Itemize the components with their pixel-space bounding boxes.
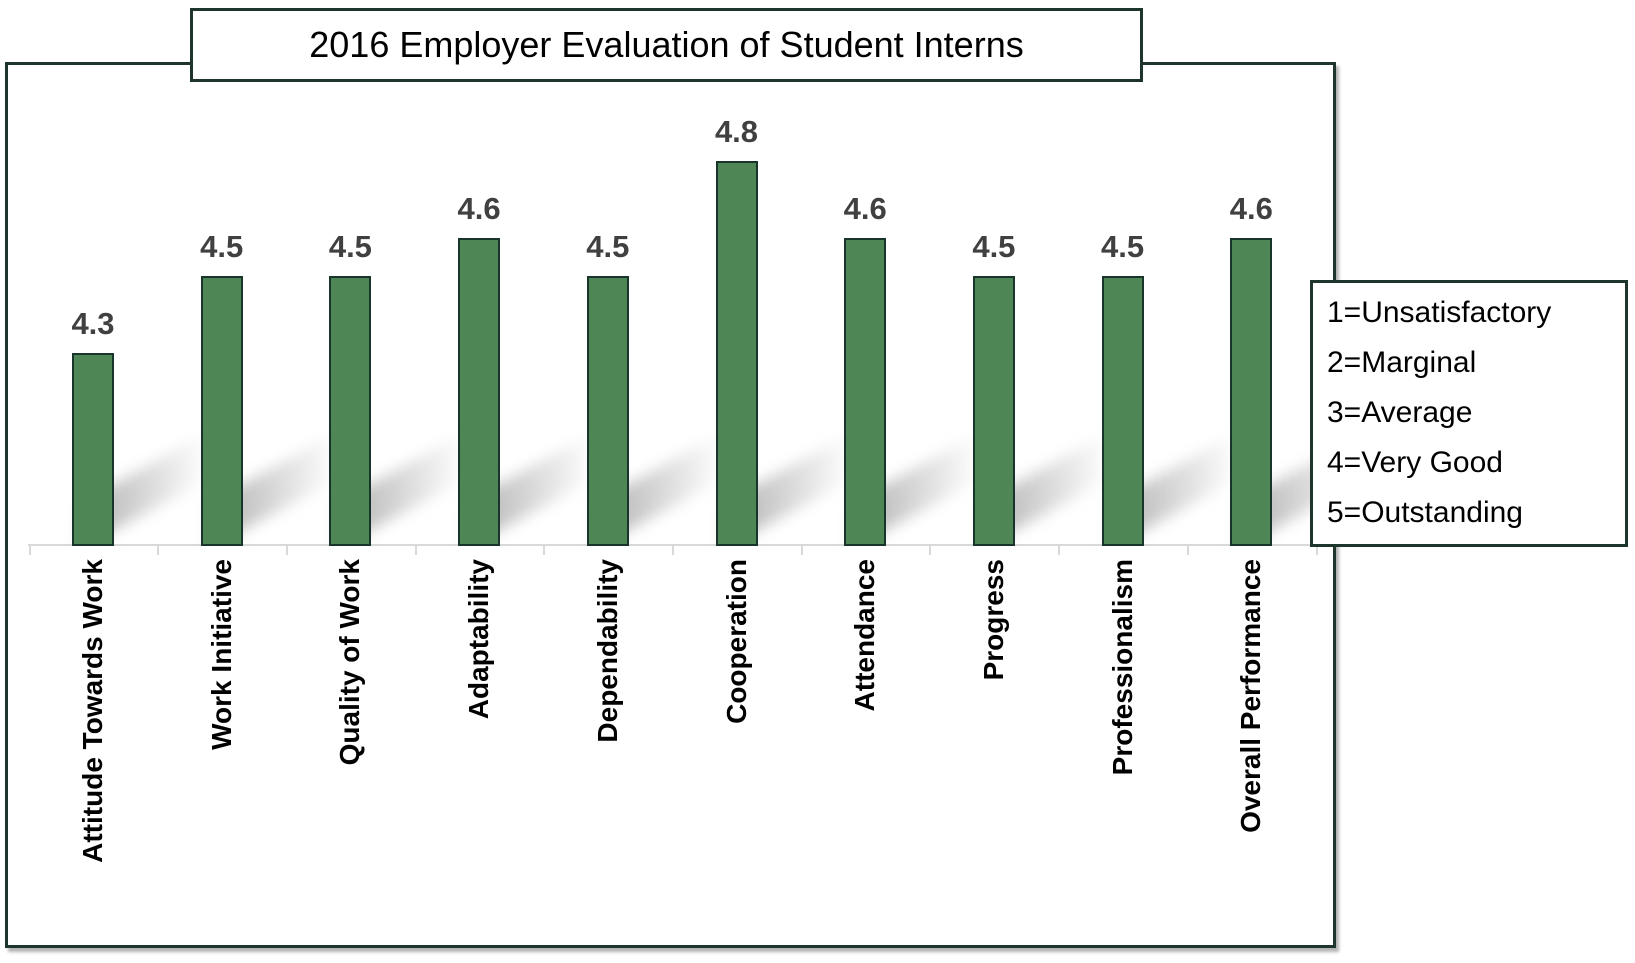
axis-tick bbox=[157, 546, 160, 555]
chart-title-box: 2016 Employer Evaluation of Student Inte… bbox=[190, 8, 1143, 82]
axis-tick bbox=[414, 546, 417, 555]
axis-tick bbox=[285, 546, 288, 555]
category-label-adaptability: Adaptability bbox=[463, 559, 495, 720]
data-label-work-initiative: 4.5 bbox=[200, 229, 244, 264]
data-label-attitude-towards-work: 4.3 bbox=[71, 306, 115, 341]
legend-item-4: 4=Very Good bbox=[1327, 446, 1503, 479]
data-label-adaptability: 4.6 bbox=[457, 191, 501, 226]
axis-tick bbox=[929, 546, 932, 555]
axis-tick bbox=[28, 546, 31, 555]
rating-scale-legend: 1=Unsatisfactory 2=Marginal 3=Average 4=Ver… bbox=[1310, 280, 1628, 547]
bar-attendance bbox=[844, 238, 887, 546]
bar-professionalism bbox=[1101, 276, 1144, 546]
legend-item-3: 3=Average bbox=[1327, 396, 1473, 429]
axis-tick bbox=[1058, 546, 1061, 555]
category-label-work-initiative: Work Initiative bbox=[205, 559, 237, 750]
axis-tick bbox=[672, 546, 674, 555]
bar-attitude-towards-work bbox=[72, 353, 114, 546]
data-label-quality-of-work: 4.5 bbox=[328, 229, 372, 264]
data-label-attendance: 4.6 bbox=[843, 191, 887, 226]
axis-tick bbox=[1186, 546, 1189, 555]
data-label-cooperation: 4.8 bbox=[714, 114, 759, 149]
plot-area: 4.3 4.5 4.5 4.6 4.5 4.8 4.6 4.5 4.5 4.6 bbox=[8, 65, 1333, 546]
category-label-overall-performance: Overall Performance bbox=[1235, 559, 1267, 833]
category-label-attendance: Attendance bbox=[849, 559, 881, 712]
category-label-professionalism: Professionalism bbox=[1106, 559, 1138, 776]
data-label-dependability: 4.5 bbox=[586, 229, 630, 264]
category-label-cooperation: Cooperation bbox=[720, 559, 752, 724]
category-label-progress: Progress bbox=[977, 559, 1009, 681]
category-label-attitude-towards-work: Attitude Towards Work bbox=[77, 559, 108, 863]
bar-work-initiative bbox=[200, 276, 243, 546]
bar-adaptability bbox=[458, 238, 501, 546]
bar-cooperation bbox=[715, 161, 758, 546]
axis-tick bbox=[800, 546, 803, 555]
bar-dependability bbox=[586, 276, 629, 546]
bar-quality-of-work bbox=[329, 276, 372, 546]
legend-item-2: 2=Marginal bbox=[1327, 346, 1477, 379]
bar-overall-performance bbox=[1230, 238, 1273, 546]
bar-progress bbox=[972, 276, 1015, 546]
data-label-progress: 4.5 bbox=[972, 229, 1016, 264]
legend-item-5: 5=Outstanding bbox=[1327, 496, 1523, 529]
chart-title: 2016 Employer Evaluation of Student Inte… bbox=[309, 24, 1024, 65]
chart-plot-frame: 4.3 4.5 4.5 4.6 4.5 4.8 4.6 4.5 4.5 4.6 Attitude … bbox=[5, 62, 1336, 948]
data-label-professionalism: 4.5 bbox=[1101, 229, 1145, 264]
legend-item-1: 1=Unsatisfactory bbox=[1327, 296, 1552, 329]
axis-tick bbox=[543, 546, 546, 555]
data-label-overall-performance: 4.6 bbox=[1229, 191, 1273, 226]
axis-tick bbox=[1315, 546, 1318, 555]
category-label-quality-of-work: Quality of Work bbox=[334, 559, 366, 766]
category-label-dependability: Dependability bbox=[591, 559, 623, 743]
x-axis-line bbox=[28, 544, 1320, 546]
